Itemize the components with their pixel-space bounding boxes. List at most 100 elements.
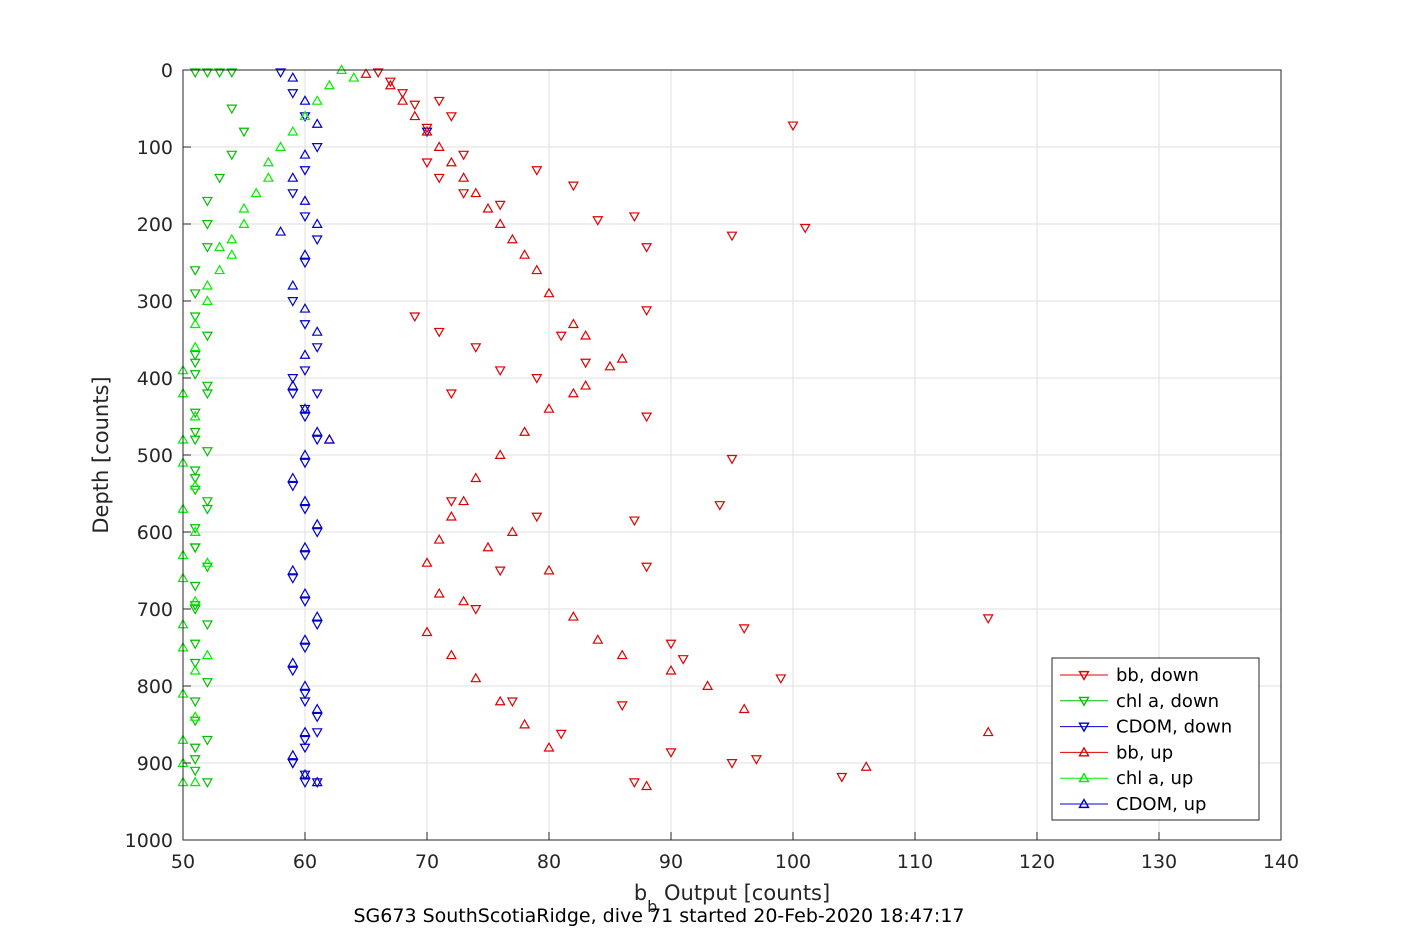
data-point (506, 233, 518, 244)
data-point (287, 172, 299, 182)
data-point (592, 216, 604, 226)
data-point (201, 381, 213, 392)
data-point (433, 173, 445, 184)
data-point (397, 95, 409, 105)
data-point (445, 649, 457, 660)
data-point (628, 778, 640, 788)
data-point (458, 172, 470, 182)
data-point (189, 711, 201, 721)
x-tick-label: 70 (415, 851, 439, 873)
data-point (726, 231, 738, 242)
data-point (433, 96, 445, 107)
data-point (287, 564, 299, 575)
data-point (287, 389, 299, 400)
data-point (470, 343, 482, 353)
data-point (421, 626, 433, 637)
y-tick-label: 0 (161, 60, 173, 82)
data-point (201, 678, 213, 688)
data-point (189, 312, 201, 323)
data-point (299, 212, 311, 223)
data-point (421, 557, 433, 567)
data-point (433, 327, 445, 338)
data-point (189, 427, 201, 438)
data-point (299, 458, 311, 469)
data-point (238, 202, 250, 213)
data-point (445, 156, 457, 167)
data-point (323, 433, 335, 444)
data-point (299, 403, 311, 413)
data-point (458, 189, 470, 199)
data-point (470, 187, 482, 198)
data-point (311, 728, 323, 738)
data-point (189, 524, 201, 534)
data-point (726, 759, 738, 769)
data-point (287, 71, 299, 82)
data-point (226, 104, 238, 115)
data-point (799, 223, 811, 234)
data-point (494, 200, 506, 211)
data-point (299, 320, 311, 330)
data-point (519, 426, 531, 436)
data-point (616, 353, 628, 363)
data-point (592, 634, 604, 644)
data-point (311, 326, 323, 336)
data-point (189, 410, 201, 421)
data-point (445, 389, 457, 400)
x-tick-label: 110 (897, 851, 933, 873)
data-point (641, 562, 653, 573)
figure-caption: SG673 SouthScotiaRidge, dive 71 started … (353, 905, 964, 927)
data-point (775, 674, 787, 685)
data-point (189, 605, 201, 615)
data-point (189, 358, 201, 369)
data-point (311, 435, 323, 446)
data-point (275, 225, 287, 236)
data-point (299, 449, 311, 459)
data-point (714, 501, 726, 511)
data-point (214, 264, 226, 275)
data-point (201, 279, 213, 290)
data-point (226, 233, 238, 244)
data-point (470, 672, 482, 683)
data-point (201, 447, 213, 457)
data-point (189, 697, 201, 708)
data-point (311, 620, 323, 631)
x-axis-ticks: 50 60 70 80 90 100 110 120 130 140 (171, 832, 1299, 873)
legend-label: CDOM, down (1116, 717, 1232, 738)
data-point (189, 716, 201, 727)
data-point (543, 564, 555, 575)
series-3 (323, 68, 994, 791)
data-point (287, 666, 299, 677)
data-point (311, 712, 323, 723)
data-point (409, 110, 421, 121)
data-point (238, 127, 250, 138)
data-point (262, 156, 274, 167)
data-point (299, 743, 311, 754)
data-point (299, 302, 311, 313)
data-point (384, 79, 396, 90)
data-point (287, 749, 299, 760)
data-point (384, 77, 396, 88)
data-point (287, 481, 299, 492)
data-point (189, 485, 201, 496)
legend-label: chl a, down (1116, 691, 1219, 712)
data-point (201, 557, 213, 567)
data-point (311, 528, 323, 538)
data-point (311, 703, 323, 714)
data-point (531, 166, 543, 176)
data-point (189, 480, 201, 490)
data-point (409, 100, 421, 111)
legend: bb, down chl a, down CDOM, down bb, up chl a… (1051, 657, 1260, 821)
data-point (189, 766, 201, 777)
data-point (287, 374, 299, 384)
data-point (189, 543, 201, 554)
legend-marker (1078, 798, 1090, 809)
x-tick-label: 50 (171, 851, 195, 873)
data-point (287, 379, 299, 390)
series-layer (177, 64, 994, 791)
data-point (189, 68, 201, 79)
data-point (299, 726, 311, 737)
data-point (628, 516, 640, 527)
data-point (311, 776, 323, 787)
data-point (299, 195, 311, 205)
